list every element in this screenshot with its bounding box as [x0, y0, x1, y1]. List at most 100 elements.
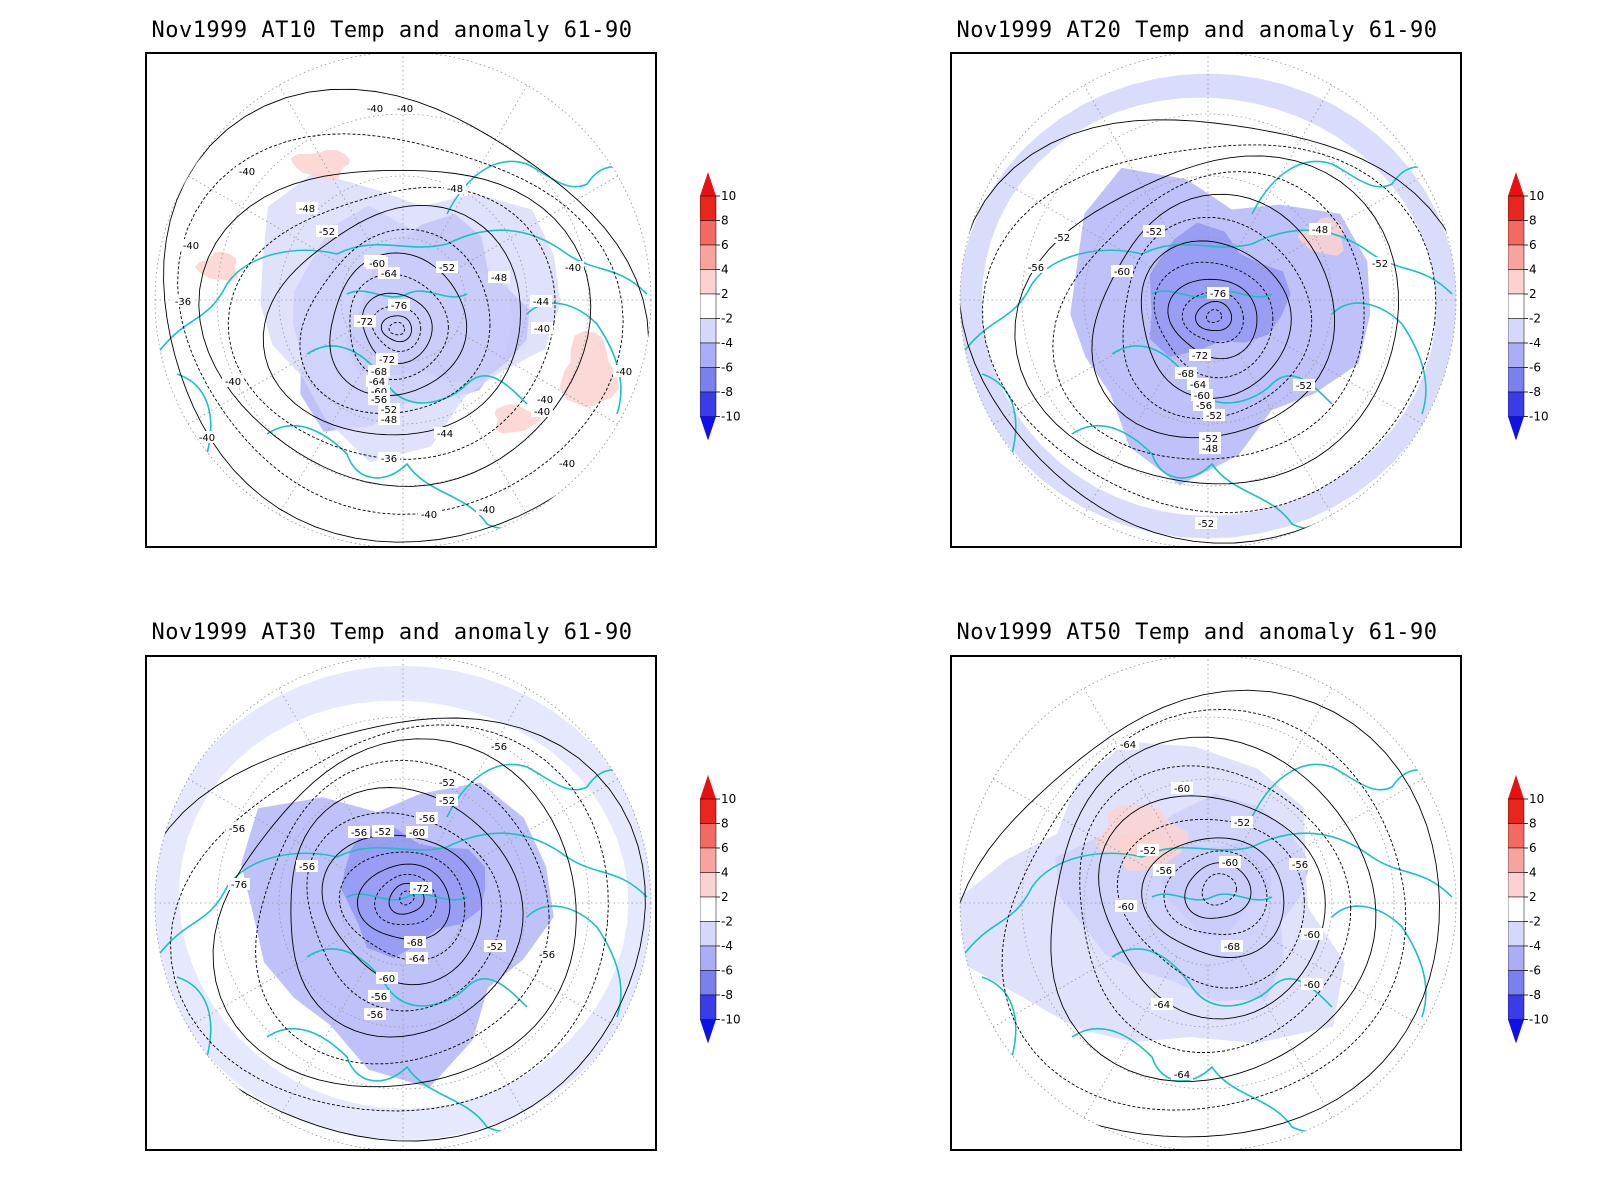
contour-label-bg [1195, 517, 1217, 529]
contour-label: -44 [437, 429, 453, 440]
contour-label: -68 [1224, 942, 1240, 953]
contour-label-bg [1051, 231, 1073, 243]
contour-label: -52 [381, 405, 397, 416]
contour-label-bg [1301, 978, 1323, 990]
contour-label: -48 [381, 415, 397, 426]
contour-label-bg [1289, 858, 1311, 870]
contour-label: -60 [1114, 267, 1130, 278]
contour-label-bg [366, 375, 388, 387]
colorbar-segment [1508, 872, 1525, 898]
panel-1-title: Nov1999 AT10 Temp and anomaly 61-90 [151, 18, 633, 43]
contour-label: -76 [231, 880, 247, 891]
coastline [1111, 345, 1333, 405]
temperature-contour [356, 863, 451, 941]
contour-label: -40 [239, 167, 255, 178]
contour-label: -52 [1372, 259, 1388, 270]
colorbar-label: 10 [1529, 792, 1544, 806]
colorbar-segment [1508, 921, 1525, 947]
colorbar-top-arrow [1508, 775, 1524, 799]
colorbar-label: 8 [721, 817, 729, 831]
contour-label-bg [404, 936, 426, 948]
colorbar-label: -2 [1529, 312, 1541, 326]
contour-label: -72 [1192, 351, 1208, 362]
contour-label: -52 [375, 827, 391, 838]
coastline [176, 373, 227, 525]
contour-label: -56 [229, 824, 245, 835]
contour-label-bg [1221, 940, 1243, 952]
hemisphere-edge [154, 54, 652, 546]
coastline [156, 229, 648, 355]
contour-label-bg [1143, 225, 1165, 237]
anomaly-shading [260, 172, 561, 463]
panel-4-svg: -64-60-52-52-56-60 -56-60-68-60-60-64-64 [959, 657, 1457, 1149]
contour-label-bg [296, 202, 318, 214]
colorbar-segment [700, 220, 717, 246]
contour-label-bg [376, 972, 398, 984]
contour-label: -64 [409, 954, 425, 965]
colorbar-label: -4 [721, 336, 733, 350]
anomaly-shading [241, 782, 554, 1088]
contour-label: -56 [491, 742, 507, 753]
contour-label-bg [1189, 349, 1211, 361]
colorbar-label: -10 [1529, 1013, 1549, 1027]
temperature-contour [1141, 837, 1285, 958]
contour-label-bg [1199, 442, 1221, 454]
colorbar-label: -10 [1529, 410, 1549, 424]
contour-label-bg [378, 413, 400, 425]
colorbar-label: 8 [721, 214, 729, 228]
contour-label-bg [1219, 856, 1241, 868]
colorbar-segment [700, 994, 717, 1020]
contour-label-bg [172, 295, 194, 307]
temperature-contour [1163, 850, 1268, 935]
contour-label: -56 [539, 950, 555, 961]
contour-label-bg [434, 427, 456, 439]
panel-2-colorbar: 10 8 6 4 2 -2 -4 -6 -8 -10 [1508, 172, 1578, 462]
contour-label-bg [444, 182, 466, 194]
contour-label: -48 [491, 273, 507, 284]
temperature-contour [380, 315, 412, 343]
colorbar-segment [700, 318, 717, 344]
anomaly-shading [194, 251, 238, 281]
contour-label: -48 [1312, 225, 1328, 236]
contour-label: -52 [439, 778, 455, 789]
temperature-contour [960, 689, 1440, 1138]
contour-label-bg [531, 322, 553, 334]
panel-4-map: -64 -60 -52 -52 -56 -60 -56 -60 -68 -60 -60 -64 -64 [950, 655, 1462, 1151]
contour-label: -60 [371, 387, 387, 398]
contour-label-bg [378, 403, 400, 415]
contour-label-bg [406, 952, 428, 964]
coastline [346, 290, 468, 298]
contour-label: -40 [537, 395, 553, 406]
latitude-circle [1021, 113, 1395, 487]
contour-label: -40 [534, 407, 550, 418]
colorbar-label: -6 [721, 361, 733, 375]
hemisphere-disk [960, 657, 1456, 1149]
temperature-contour [1098, 795, 1326, 1020]
temperature-contour [1195, 300, 1233, 332]
temperature-contour [361, 292, 433, 365]
contour-label: -60 [409, 828, 425, 839]
temperature-contour [255, 759, 550, 1065]
colorbar-segment [700, 847, 717, 873]
temperature-contour [227, 186, 556, 460]
colorbar-label: 10 [721, 189, 736, 203]
contour-label: -64 [369, 377, 385, 388]
contour-label-bg [488, 271, 510, 283]
contour-label: -52 [1198, 519, 1214, 530]
contour-label: -60 [1304, 980, 1320, 991]
colorbar-segment [1508, 318, 1525, 344]
colorbar-label: -2 [721, 312, 733, 326]
contour-label-bg [180, 239, 202, 251]
panel-3-colorbar: 10 8 6 4 2 -2 -4 -6 -8 -10 [700, 775, 770, 1065]
contour-label-bg [536, 948, 558, 960]
contour-label: -52 [1234, 818, 1250, 829]
colorbar-segment [1508, 945, 1525, 971]
contour-label: -64 [381, 269, 397, 280]
contour-label-bg [1309, 223, 1331, 235]
contour-label-bg [1171, 1068, 1193, 1080]
colorbar-bottom-arrow [700, 416, 716, 441]
contour-label-bg [1175, 367, 1197, 379]
coastline [1071, 1027, 1353, 1148]
panel-2-map: -52 -56 -60 -52 -48 -52 -76 -72 -68 -64 -60 -56 -52-… [950, 52, 1462, 548]
contour-label: -40 [397, 104, 413, 115]
